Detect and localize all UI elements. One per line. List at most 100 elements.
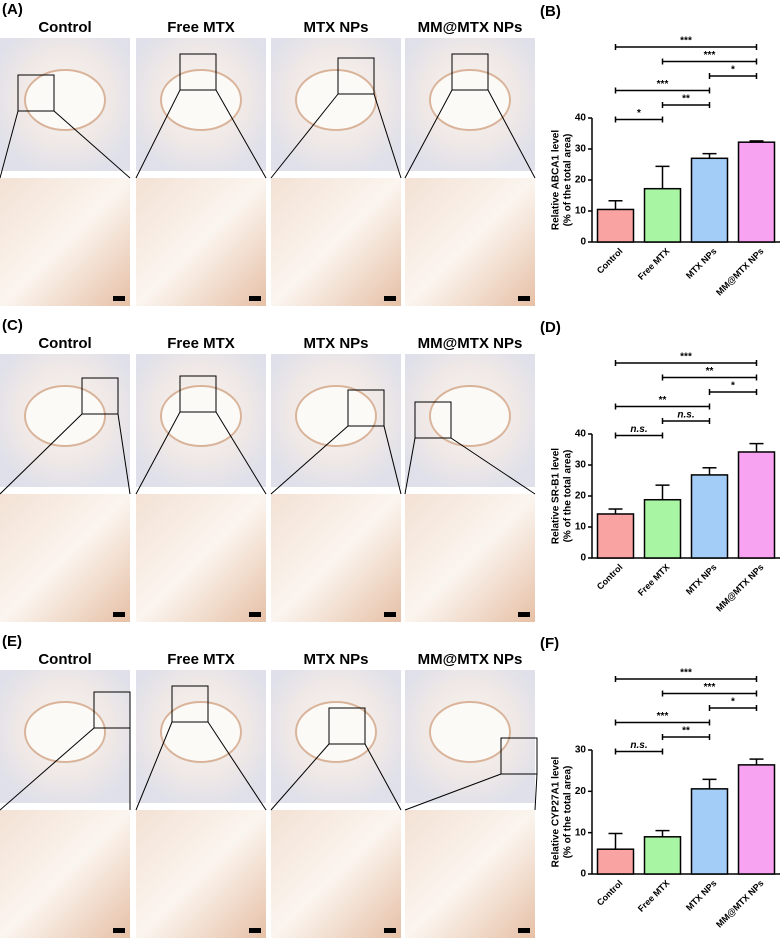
zoom-line [270,93,339,179]
scale-bar [518,612,530,617]
x-tick-label: Control [595,878,625,908]
lumen [295,69,377,131]
bar [596,513,635,559]
bar [643,836,682,875]
y-tick-label: 20 [575,175,587,186]
scale-bar [249,612,261,617]
column-title: MM@MTX NPs [418,19,523,36]
y-tick-label: 30 [575,460,587,471]
significance-label: *** [680,36,692,47]
zoom-line [0,727,95,811]
lumen [429,701,511,763]
zoom-line [487,89,536,179]
y-tick-label: 40 [575,429,587,440]
bar [690,157,729,243]
y-tick-label: 20 [575,786,587,797]
zoom-line [270,743,330,811]
x-tick-label: MTX NPs [684,878,719,913]
zoom-line [404,437,416,495]
x-tick-label: MTX NPs [684,562,719,597]
scale-bar [518,928,530,933]
column-title: MTX NPs [303,335,368,352]
zoom-line [373,93,402,179]
scale-bar [249,928,261,933]
zoom-box [81,377,119,415]
bar [596,208,635,243]
significance-label: * [637,108,641,119]
column-title: MM@MTX NPs [418,651,523,668]
zoom-line [135,411,181,495]
zoom-box [171,685,209,723]
zoom-box [93,691,131,729]
micrograph-zoom [271,494,401,622]
panel-label: (F) [540,635,559,652]
significance-label: *** [704,50,716,61]
scale-bar [384,296,396,301]
zoom-box [500,737,538,775]
x-tick-label: Free MTX [636,562,672,598]
bar [643,498,682,559]
significance-label: *** [657,79,669,90]
scale-bar [384,928,396,933]
scale-bar [518,296,530,301]
lumen [295,385,377,447]
significance-label: *** [680,352,692,363]
lumen [160,69,242,131]
zoom-box [17,74,55,112]
x-tick-label: MM@MTX NPs [714,562,765,613]
zoom-line [364,743,402,811]
micrograph-zoom [405,494,535,622]
lumen [160,385,242,447]
x-tick-label: Control [595,562,625,592]
significance-label: n.s. [677,410,694,421]
scale-bar [384,612,396,617]
column-title: Control [38,335,91,352]
micrograph-zoom [271,810,401,938]
y-axis-label: Relative CYP27A1 level [551,756,562,867]
zoom-box [347,389,385,427]
significance-label: ** [659,395,667,406]
micrograph-zoom [271,178,401,306]
y-axis-label: Relative SR-B1 level [551,448,562,544]
y-tick-label: 30 [575,745,587,756]
y-tick-label: 10 [575,827,587,838]
zoom-box [328,707,366,745]
significance-label: ** [682,94,690,105]
micrograph-zoom [136,178,266,306]
zoom-line [215,411,267,495]
zoom-line [53,110,131,179]
y-tick-label: 20 [575,491,587,502]
bar [737,141,776,243]
lumen [429,385,511,447]
lumen [295,701,377,763]
significance-label: * [731,381,735,392]
zoom-box [179,375,217,413]
panel-label: (A) [2,1,23,18]
significance-label: *** [704,682,716,693]
zoom-line [135,89,181,179]
bar [690,788,729,875]
zoom-line [215,89,267,179]
micrograph-zoom [0,810,130,938]
y-tick-label: 30 [575,144,587,155]
zoom-line [207,721,267,811]
y-tick-label: 10 [575,522,587,533]
zoom-line [404,773,502,811]
significance-label: * [731,697,735,708]
x-tick-label: MM@MTX NPs [714,246,765,297]
y-tick-label: 0 [580,869,586,880]
zoom-box [179,53,217,91]
column-title: MTX NPs [303,651,368,668]
significance-label: * [731,65,735,76]
lumen [24,385,106,447]
significance-label: ** [706,366,714,377]
significance-label: n.s. [630,740,647,751]
scale-bar [249,296,261,301]
column-title: Free MTX [167,335,235,352]
y-tick-label: 0 [580,553,586,564]
x-tick-label: Free MTX [636,878,672,914]
lumen [24,69,106,131]
zoom-box [337,57,375,95]
zoom-line [270,425,349,495]
